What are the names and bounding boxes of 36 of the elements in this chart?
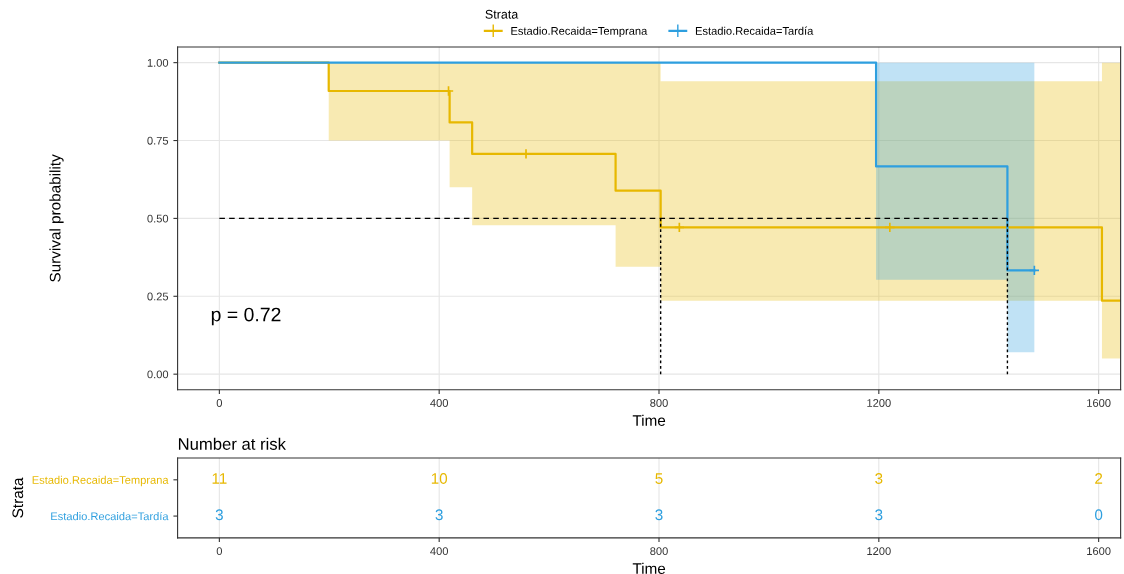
x-tick-label: 1200 [867,399,891,407]
chart-title: Number at risk [178,437,286,450]
y-tick-label: 0.00 [147,370,169,379]
y-tick-label: 0.50 [147,214,169,223]
data-label: 5 [655,473,663,484]
x-tick-label: 800 [650,547,668,556]
x-tick-label: 400 [430,399,449,407]
data-label: 11 [212,473,227,484]
data-label: 3 [435,509,443,521]
y-axis-title: Strata [12,477,24,518]
x-tick-label: 1600 [1087,547,1111,556]
x-tick-label: 400 [430,547,449,556]
x-axis-title: Time [632,414,666,426]
x-tick-label: 1600 [1087,399,1111,407]
x-tick-label: 0 [216,399,223,407]
y-tick-label: 0.75 [147,136,169,145]
y-tick-label: 0.25 [147,292,169,301]
data-label: 3 [875,473,883,484]
legend-title: Strata [485,9,519,19]
data-label: 0 [1094,509,1103,521]
y-tick-label: Estadio.Recaida=Tardía [51,511,169,521]
data-label: 2 [1095,473,1103,484]
y-axis-title: Survival probability [49,154,64,282]
x-tick-label: 0 [216,547,223,556]
legend-label: Estadio.Recaida=Tardía [695,26,814,35]
y-tick-label: Estadio.Recaida=Temprana [32,475,169,487]
y-tick-label: 1.00 [147,58,169,67]
data-label: 10 [431,473,448,484]
x-tick-label: 800 [650,399,668,407]
x-tick-label: 1200 [867,547,891,556]
annotation: p = 0.72 [211,307,281,326]
data-label: 3 [655,509,663,521]
x-axis-title: Time [632,562,666,574]
data-label: 3 [875,509,883,521]
data-label: 3 [215,509,223,521]
legend-label: Estadio.Recaida=Temprana [511,26,648,38]
